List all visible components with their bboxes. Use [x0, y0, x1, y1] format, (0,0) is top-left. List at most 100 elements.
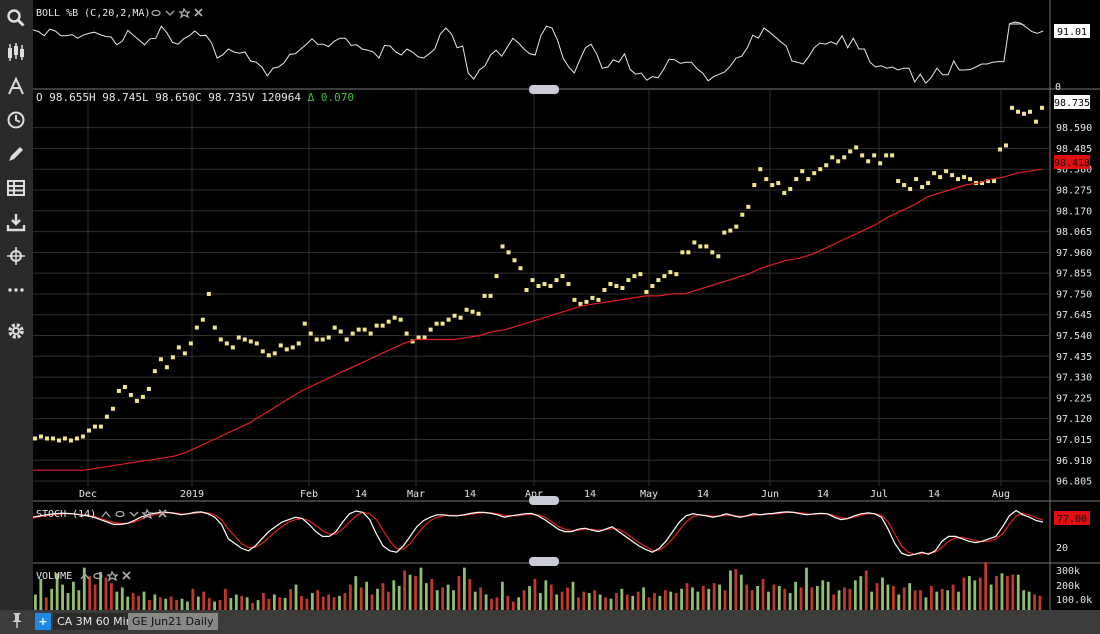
chart-area[interactable]: BOLL %B (C,20,2,MA) 98.59098.48598.38098… — [33, 0, 1100, 610]
price-point — [758, 167, 763, 172]
volume-bar — [191, 588, 195, 610]
gear-icon[interactable] — [178, 7, 191, 19]
low-label: L — [142, 91, 149, 104]
chevron-up-icon[interactable] — [101, 510, 111, 518]
candlestick-icon[interactable] — [5, 41, 27, 63]
tab-ca-3m-60min[interactable]: CA 3M 60 Min — [53, 613, 137, 630]
price-point — [776, 181, 781, 186]
volume-bar — [940, 588, 944, 610]
chevron-up-icon[interactable] — [80, 572, 90, 580]
volume-bar — [549, 584, 553, 610]
volume-bar — [484, 594, 488, 610]
gear-icon[interactable] — [141, 508, 154, 520]
price-point — [206, 291, 211, 296]
volume-bar — [908, 583, 912, 610]
volume-bar — [560, 591, 564, 610]
volume-bar — [278, 597, 282, 610]
volume-bar — [897, 594, 901, 610]
volume-axis-label: 100.0k — [1056, 595, 1092, 606]
price-point — [80, 434, 85, 439]
y-tick-label: 96.910 — [1056, 456, 1092, 467]
volume-bar — [1027, 591, 1031, 610]
stoch-k-line — [33, 509, 1044, 557]
volume-bar — [310, 593, 314, 610]
settings-gear-icon[interactable] — [5, 320, 27, 342]
more-icon[interactable] — [5, 279, 27, 301]
volume-bar — [696, 591, 700, 610]
volume-bar — [414, 576, 417, 610]
price-point — [896, 179, 901, 184]
price-point — [200, 317, 205, 322]
volume-bar — [441, 587, 445, 610]
volume-bar — [707, 588, 711, 610]
boll-label: BOLL %B (C,20,2,MA) — [36, 8, 150, 19]
volume-bar — [381, 583, 385, 610]
volume-bar — [674, 593, 678, 610]
volume-bar — [718, 584, 721, 610]
add-tab-button[interactable]: + — [35, 613, 51, 630]
pane-resize-handle[interactable] — [529, 496, 559, 505]
boll-panel-icons[interactable] — [151, 7, 203, 19]
price-point — [296, 341, 301, 346]
price-point — [542, 282, 547, 287]
close-icon[interactable] — [194, 8, 203, 17]
volume-bar — [376, 588, 379, 610]
eye-icon[interactable] — [115, 510, 125, 518]
volume-bar — [365, 581, 369, 610]
price-point — [902, 183, 907, 188]
clock-icon[interactable] — [5, 109, 27, 131]
volume-panel-icons[interactable] — [80, 570, 131, 582]
layout-grid-icon[interactable] — [5, 177, 27, 199]
volume-bar — [229, 598, 233, 610]
volume-bar — [468, 578, 472, 610]
price-point — [416, 335, 421, 340]
volume-bar — [126, 596, 130, 610]
volume-bar — [593, 590, 597, 610]
pane-resize-handle[interactable] — [529, 85, 559, 94]
volume-bar — [729, 570, 732, 610]
search-icon[interactable] — [5, 7, 27, 29]
volume-bar — [327, 594, 331, 610]
volume-bar — [305, 598, 309, 610]
price-point — [254, 341, 259, 346]
close-icon[interactable] — [158, 509, 167, 518]
chevron-down-icon[interactable] — [165, 10, 175, 16]
price-point — [926, 181, 931, 186]
low-value: 98.650 — [155, 91, 195, 104]
indicator-icon[interactable] — [5, 75, 27, 97]
volume-bar — [636, 591, 640, 610]
close-value: 98.735 — [208, 91, 248, 104]
y-tick-label: 97.960 — [1056, 248, 1092, 259]
chevron-down-icon[interactable] — [129, 511, 139, 517]
pencil-icon[interactable] — [5, 143, 27, 165]
volume-bar — [430, 578, 434, 610]
tab-ge-jun21-daily[interactable]: GE Jun21 Daily — [128, 613, 218, 630]
volume-bar — [517, 597, 521, 610]
price-point — [770, 183, 775, 188]
price-point — [674, 272, 679, 277]
price-point — [746, 204, 751, 209]
download-icon[interactable] — [5, 211, 27, 233]
price-point — [938, 175, 943, 180]
volume-bar — [500, 581, 504, 610]
volume-bar — [408, 574, 412, 610]
last-price-badge-text: 98.735 — [1054, 98, 1090, 109]
eye-icon[interactable] — [93, 572, 103, 580]
crosshair-icon[interactable] — [5, 245, 27, 267]
eye-icon[interactable] — [151, 9, 161, 17]
volume-bar — [55, 573, 59, 610]
price-point — [728, 228, 733, 233]
pane-resize-handle[interactable] — [529, 557, 559, 566]
gear-icon[interactable] — [106, 570, 119, 582]
volume-bar — [289, 588, 293, 610]
price-point — [476, 311, 481, 316]
price-point — [188, 341, 193, 346]
close-icon[interactable] — [122, 571, 131, 580]
volume-bar — [658, 595, 662, 610]
price-point — [266, 353, 271, 358]
volume-bar — [93, 584, 97, 610]
volume-bar — [169, 596, 173, 610]
pin-icon[interactable] — [8, 611, 26, 629]
stoch-panel-icons[interactable] — [101, 508, 167, 520]
price-point — [782, 190, 787, 195]
